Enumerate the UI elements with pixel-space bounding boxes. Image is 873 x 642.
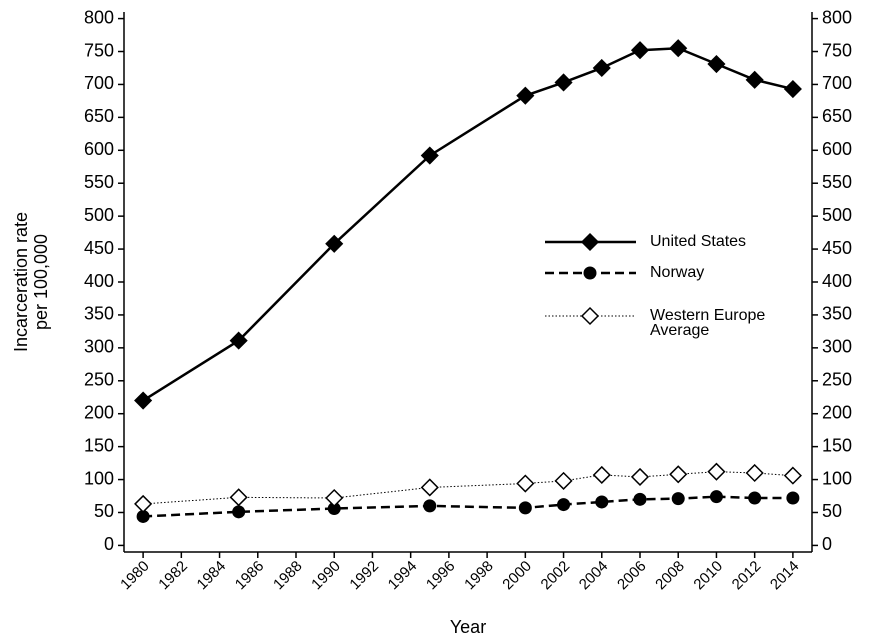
data-point	[516, 86, 535, 105]
x-tick-label: 2008	[652, 558, 688, 594]
data-point	[516, 474, 535, 493]
data-point	[554, 471, 573, 490]
y2-tick-label: 800	[822, 7, 852, 27]
x-tick-label: 1980	[117, 558, 153, 594]
x-tick-label: 1992	[346, 558, 382, 594]
data-point	[783, 466, 802, 485]
y-tick-label: 0	[104, 534, 114, 554]
data-point	[229, 488, 248, 507]
legend-marker	[580, 232, 600, 252]
data-point	[518, 501, 532, 515]
y-axis-label: Incarceration rate	[11, 212, 31, 352]
legend-marker	[583, 266, 597, 280]
y2-tick-label: 0	[822, 534, 832, 554]
data-point	[325, 234, 344, 253]
x-tick-label: 1986	[232, 558, 268, 594]
y2-tick-label: 350	[822, 304, 852, 324]
data-point	[595, 495, 609, 509]
x-tick-label: 2004	[576, 558, 612, 594]
x-tick-label: 2000	[499, 558, 535, 594]
y-tick-label: 350	[84, 304, 114, 324]
x-axis-label: Year	[450, 617, 486, 637]
x-tick-label: 2006	[614, 558, 650, 594]
data-point	[136, 509, 150, 523]
y2-tick-label: 250	[822, 370, 852, 390]
data-point	[783, 79, 802, 99]
y2-tick-label: 500	[822, 205, 852, 225]
y-tick-label: 750	[84, 40, 114, 60]
y2-tick-label: 50	[822, 501, 842, 521]
data-point	[229, 331, 248, 350]
y-tick-label: 450	[84, 238, 114, 258]
y-tick-label: 200	[84, 402, 114, 422]
data-point	[327, 502, 341, 516]
x-tick-label: 1996	[423, 558, 459, 594]
y2-tick-label: 100	[822, 468, 852, 488]
data-point	[423, 499, 437, 513]
data-point	[786, 491, 800, 505]
y2-tick-label: 400	[822, 271, 852, 291]
x-tick-label: 2012	[729, 558, 765, 594]
legend-marker	[580, 306, 600, 326]
y2-tick-label: 550	[822, 172, 852, 192]
data-point	[592, 465, 611, 485]
x-tick-label: 1998	[461, 558, 497, 594]
data-point	[134, 391, 153, 410]
x-tick-label: 2010	[690, 558, 726, 594]
legend-label: Norway	[650, 264, 705, 281]
y-tick-label: 100	[84, 468, 114, 488]
x-tick-label: 1982	[155, 558, 191, 594]
y-tick-label: 500	[84, 205, 114, 225]
x-tick-label: 1990	[308, 558, 344, 594]
y-tick-label: 550	[84, 172, 114, 192]
data-point	[557, 498, 571, 512]
y2-tick-label: 200	[822, 402, 852, 422]
y2-tick-label: 300	[822, 337, 852, 357]
y2-tick-label: 450	[822, 238, 852, 258]
y-tick-label: 700	[84, 73, 114, 93]
data-point	[745, 463, 764, 483]
legend-label: United States	[650, 233, 747, 250]
data-point	[671, 492, 685, 506]
y2-tick-label: 600	[822, 139, 852, 159]
y-axis-label: per 100,000	[31, 234, 51, 330]
y2-tick-label: 750	[822, 40, 852, 60]
legend-label: Western Europe Average	[650, 307, 766, 339]
y-tick-label: 50	[94, 501, 114, 521]
y-tick-label: 800	[84, 7, 114, 27]
data-point	[748, 491, 762, 505]
data-point	[669, 465, 688, 484]
data-point	[707, 462, 726, 481]
data-point	[707, 54, 726, 74]
data-point	[669, 39, 688, 58]
y-tick-label: 600	[84, 139, 114, 159]
data-point	[420, 478, 439, 497]
y2-tick-label: 150	[822, 435, 852, 455]
x-tick-label: 1988	[270, 558, 306, 594]
data-point	[325, 488, 344, 508]
x-tick-label: 1984	[194, 558, 230, 594]
x-tick-label: 1994	[385, 558, 421, 594]
y2-tick-label: 700	[822, 73, 852, 93]
data-point	[630, 467, 650, 486]
data-point	[633, 492, 647, 506]
data-point	[745, 70, 764, 89]
data-point	[630, 41, 650, 60]
y2-tick-label: 650	[822, 106, 852, 126]
data-point	[592, 58, 611, 78]
x-tick-label: 2014	[767, 558, 803, 594]
y-tick-label: 300	[84, 337, 114, 357]
y-tick-label: 250	[84, 370, 114, 390]
y-tick-label: 150	[84, 435, 114, 455]
data-point	[709, 490, 723, 504]
y-tick-label: 650	[84, 106, 114, 126]
data-point	[134, 494, 153, 513]
data-point	[420, 146, 439, 165]
x-tick-label: 2002	[538, 558, 574, 594]
data-point	[232, 505, 246, 519]
y-tick-label: 400	[84, 271, 114, 291]
data-point	[554, 73, 573, 92]
